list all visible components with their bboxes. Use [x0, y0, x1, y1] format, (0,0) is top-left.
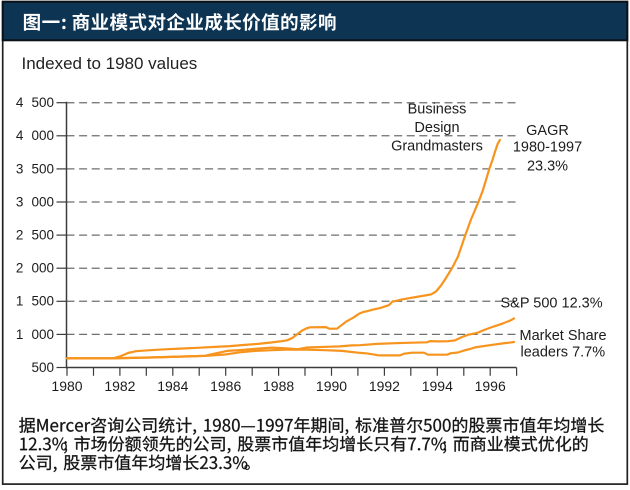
svg-text:4 000: 4 000	[16, 128, 54, 143]
svg-text:3 500: 3 500	[16, 161, 54, 176]
svg-text:S&P 500 12.3%: S&P 500 12.3%	[501, 296, 603, 312]
svg-text:23.3%: 23.3%	[527, 158, 568, 174]
svg-text:3 000: 3 000	[16, 194, 54, 209]
svg-text:Design: Design	[414, 120, 459, 136]
svg-text:1986: 1986	[210, 378, 241, 394]
svg-text:1996: 1996	[475, 378, 506, 394]
svg-text:Market Share: Market Share	[520, 328, 607, 344]
svg-text:1984: 1984	[157, 378, 188, 394]
svg-text:1992: 1992	[369, 378, 400, 394]
svg-text:Business: Business	[408, 102, 467, 118]
svg-text:Indexed to 1980 values: Indexed to 1980 values	[22, 54, 198, 73]
svg-text:GAGR: GAGR	[526, 123, 569, 139]
svg-text:Grandmasters: Grandmasters	[391, 138, 483, 154]
svg-text:2 500: 2 500	[16, 228, 54, 243]
svg-text:2 000: 2 000	[16, 261, 54, 276]
svg-text:500: 500	[31, 360, 54, 375]
svg-text:leaders 7.7%: leaders 7.7%	[521, 344, 606, 360]
svg-text:1 500: 1 500	[16, 294, 54, 309]
svg-text:1982: 1982	[104, 378, 135, 394]
svg-text:1990: 1990	[316, 378, 347, 394]
svg-text:1988: 1988	[263, 378, 294, 394]
svg-text:1980-1997: 1980-1997	[513, 139, 582, 155]
svg-text:1 000: 1 000	[16, 327, 54, 342]
svg-text:1980: 1980	[51, 378, 82, 394]
svg-text:1994: 1994	[422, 378, 453, 394]
svg-text:4 500: 4 500	[16, 95, 54, 110]
